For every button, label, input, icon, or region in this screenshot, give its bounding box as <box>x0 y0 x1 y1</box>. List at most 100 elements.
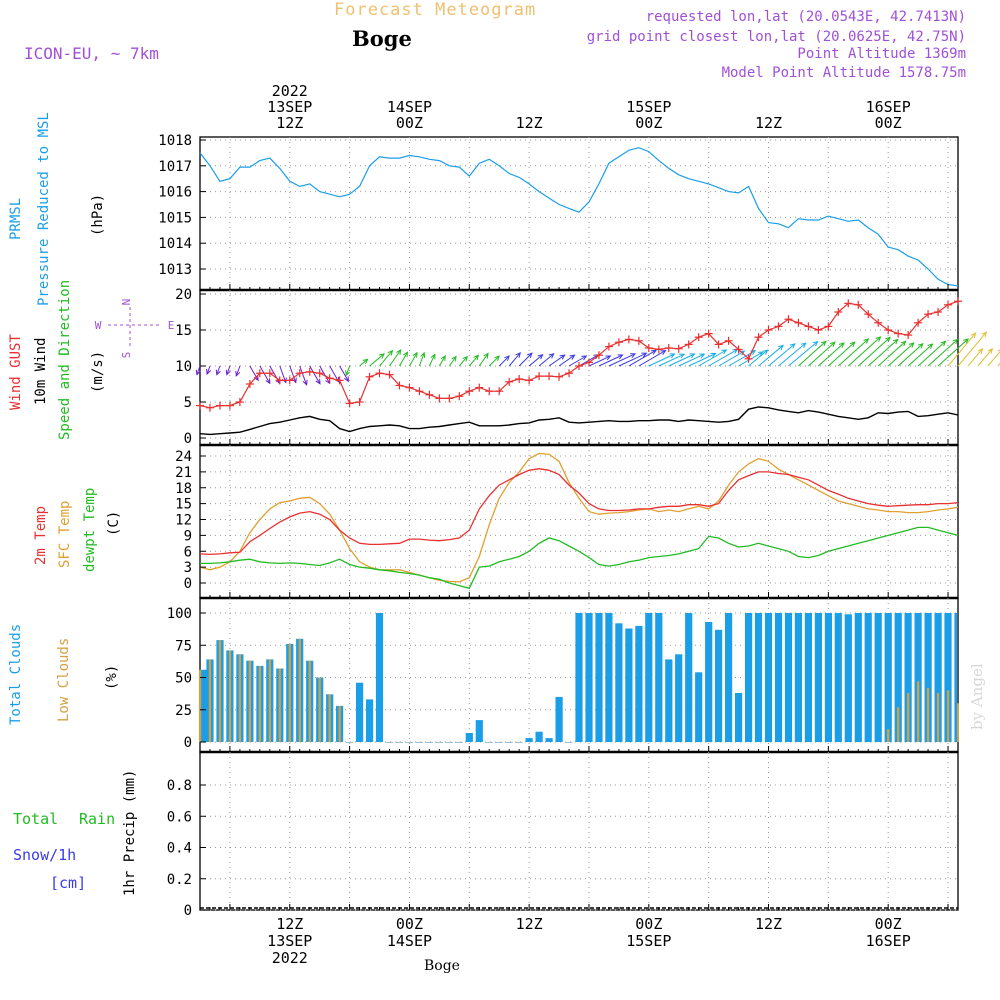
wind-arrow-head <box>617 354 624 360</box>
wind-arrow-head <box>315 378 321 385</box>
compass-east-label: E <box>168 319 175 332</box>
top-time-label: 12Z <box>516 114 543 132</box>
y-tick-label: 24 <box>175 449 192 465</box>
wind-arrow <box>837 338 869 367</box>
wind-arrow <box>618 352 647 367</box>
wind-arrow <box>907 343 933 367</box>
total-cloud-bar <box>764 613 773 742</box>
total-cloud-bar <box>745 613 753 742</box>
wind-arrow-head <box>820 340 827 347</box>
wind-arrow <box>259 365 271 384</box>
total-cloud-bar <box>794 613 802 742</box>
wind-arrow <box>339 365 349 382</box>
bottom-time-label: 15SEP <box>626 932 671 950</box>
wind-arrow-head <box>537 353 544 360</box>
total-cloud-bar <box>854 613 862 742</box>
bottom-time-label: 14SEP <box>387 932 432 950</box>
total-cloud-bar <box>695 672 703 742</box>
total-cloud-bar <box>655 613 663 742</box>
wind-arrow <box>708 348 738 367</box>
requested-coords: requested lon,lat (20.0543E, 42.7413N) <box>645 9 966 25</box>
wind-arrow <box>458 356 468 367</box>
total-cloud-bar <box>356 682 364 742</box>
label-cm: [cm] <box>50 874 87 892</box>
bottom-time-label: 12Z <box>516 915 543 933</box>
location-title: Boge <box>352 26 412 51</box>
low-cloud-bar <box>887 729 890 742</box>
wind-arrow <box>927 339 958 367</box>
wind-arrow-head <box>504 355 510 361</box>
panel-frame-0 <box>199 136 959 291</box>
low-cloud-bar <box>936 693 940 742</box>
y-tick-label: 12 <box>175 513 192 529</box>
wind-arrow <box>359 358 368 367</box>
total-cloud-bar <box>665 659 673 742</box>
wind-arrow <box>778 342 807 367</box>
point-altitude: Point Altitude 1369m <box>797 46 966 62</box>
compass-south-label: S <box>120 352 133 359</box>
wind-arrow <box>957 331 987 367</box>
wind-arrow <box>668 353 695 367</box>
y-tick-label: 0 <box>184 576 192 592</box>
compass-west-label: W <box>95 319 102 332</box>
wind-arrow-head <box>215 369 221 376</box>
wind-arrow-head <box>265 378 271 385</box>
wind-arrow <box>688 353 716 367</box>
wind-arrow-head <box>559 354 566 360</box>
total-cloud-bar <box>874 613 882 742</box>
y-tick-label: 1016 <box>158 185 192 201</box>
wind-arrow <box>379 350 393 367</box>
low-cloud-bar <box>278 668 281 742</box>
label-total: Total <box>13 810 59 828</box>
compass-north-label: N <box>120 299 133 306</box>
wind-arrow <box>718 350 745 367</box>
label-speed-direction: Speed and Direction <box>57 279 73 440</box>
panel-frames <box>199 136 959 911</box>
wind-arrow <box>206 365 211 375</box>
wind-arrow <box>235 365 241 376</box>
wind-arrow <box>389 349 402 367</box>
wind-arrow <box>528 354 543 367</box>
wind-arrow <box>698 349 727 367</box>
y-tick-label: 15 <box>175 497 192 513</box>
wind-arrow-head <box>800 342 807 348</box>
top-time-label: 00Z <box>396 114 423 132</box>
wind-arrow <box>568 355 587 367</box>
total-cloud-bar <box>814 613 822 742</box>
top-time-label: 00Z <box>875 114 902 132</box>
total-cloud-bar <box>605 613 613 742</box>
wind-speed-line <box>199 406 959 436</box>
total-cloud-bar <box>864 613 872 742</box>
low-cloud-bar <box>907 693 910 742</box>
wind-arrow-head <box>527 352 533 359</box>
wind-arrow <box>598 354 623 367</box>
wind-arrow <box>847 336 881 367</box>
wind-arrow <box>967 348 983 367</box>
wind-arrow-head <box>721 349 728 355</box>
wind-arrow-head <box>849 341 856 347</box>
total-cloud-bar <box>705 622 713 742</box>
wind-arrow <box>309 365 321 384</box>
low-cloud-bar <box>228 650 232 742</box>
wind-arrow-head <box>908 342 915 348</box>
model-label: ICON-EU, ~ 7km <box>24 44 159 63</box>
wind-arrow-head <box>412 351 418 358</box>
wind-arrow-head <box>569 354 576 360</box>
label-sfc-temp: SFC Temp <box>57 500 73 568</box>
wind-arrow <box>758 345 784 367</box>
wind-arrow <box>538 353 555 367</box>
wind-arrow <box>418 352 425 367</box>
wind-arrow <box>216 365 221 375</box>
label-precip-mm: 1hr Precip (mm) <box>122 769 138 896</box>
wind-arrow-head <box>641 352 648 358</box>
total-cloud-bar <box>595 613 603 742</box>
total-cloud-bar <box>784 613 793 742</box>
wind-arrow <box>498 355 510 367</box>
wind-arrow <box>226 365 231 375</box>
wind-arrow-head <box>679 353 686 359</box>
low-cloud-bar <box>208 659 212 742</box>
y-tick-label: 10 <box>175 359 192 375</box>
y-tick-label: 1017 <box>158 159 192 175</box>
total-cloud-bar <box>774 613 783 742</box>
wind-arrow <box>518 352 533 367</box>
